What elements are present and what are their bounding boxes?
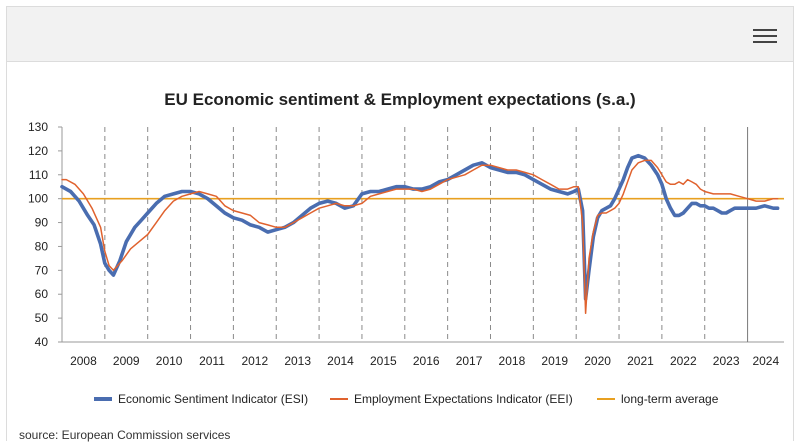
legend-swatch-eei	[330, 398, 348, 400]
frame-left-border	[6, 6, 7, 441]
y-tick-label: 40	[35, 335, 49, 349]
x-tick-label: 2012	[241, 354, 268, 368]
legend-item-esi[interactable]: Economic Sentiment Indicator (ESI)	[94, 392, 308, 406]
x-tick-label: 2017	[456, 354, 483, 368]
y-tick-label: 130	[28, 120, 48, 134]
x-tick-label: 2009	[113, 354, 140, 368]
source-note: source: European Commission services	[19, 428, 231, 442]
x-tick-label: 2019	[541, 354, 568, 368]
x-tick-label: 2011	[199, 354, 225, 368]
x-tick-label: 2015	[370, 354, 397, 368]
frame-right-border	[793, 6, 794, 441]
x-tick-label: 2018	[499, 354, 526, 368]
y-tick-label: 120	[28, 144, 48, 158]
legend-item-average[interactable]: long-term average	[597, 392, 718, 406]
y-tick-label: 50	[35, 311, 49, 325]
legend-swatch-esi	[94, 397, 112, 401]
chart-title: EU Economic sentiment & Employment expec…	[164, 90, 636, 109]
y-tick-label: 60	[35, 287, 49, 301]
y-tick-label: 90	[35, 216, 49, 230]
x-tick-label: 2014	[327, 354, 354, 368]
legend-item-eei[interactable]: Employment Expectations Indicator (EEI)	[330, 392, 573, 406]
x-tick-label: 2022	[670, 354, 697, 368]
y-tick-label: 80	[35, 239, 49, 253]
esi-series-line	[60, 153, 780, 301]
y-tick-label: 70	[35, 263, 49, 277]
menu-line	[753, 35, 777, 37]
x-tick-label: 2013	[284, 354, 311, 368]
y-tick-label: 110	[29, 168, 48, 182]
top-bar	[6, 6, 794, 62]
hamburger-menu-icon[interactable]	[753, 27, 777, 45]
x-tick-label: 2023	[713, 354, 740, 368]
x-tick-label: 2021	[627, 354, 654, 368]
x-tick-label: 2016	[413, 354, 440, 368]
legend-label-esi: Economic Sentiment Indicator (ESI)	[118, 392, 309, 406]
chart-legend: Economic Sentiment Indicator (ESI) Emplo…	[0, 392, 800, 408]
legend-label-average: long-term average	[621, 392, 719, 406]
x-tick-label: 2024	[752, 354, 779, 368]
legend-label-eei: Employment Expectations Indicator (EEI)	[354, 392, 573, 406]
eei-series-line	[61, 159, 779, 315]
y-tick-label: 100	[28, 192, 48, 206]
x-tick-label: 2020	[584, 354, 611, 368]
x-tick-label: 2008	[70, 354, 97, 368]
x-tick-label: 2010	[156, 354, 183, 368]
menu-line	[753, 41, 777, 43]
menu-line	[753, 29, 777, 31]
legend-swatch-average	[597, 398, 615, 400]
